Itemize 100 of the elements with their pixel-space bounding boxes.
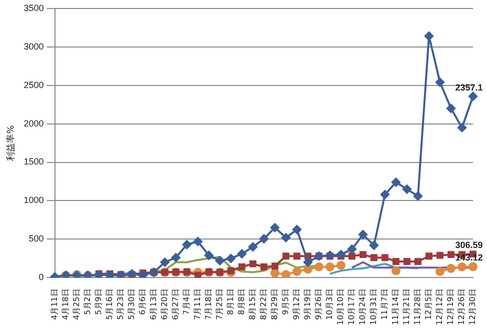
x-tick-label: 9月12日 — [292, 288, 302, 320]
point — [260, 263, 268, 270]
y-tick-label: 3000 — [24, 41, 44, 52]
point — [413, 192, 422, 201]
point — [226, 254, 236, 263]
point — [271, 262, 278, 270]
x-tick-label: 10月31日 — [369, 288, 378, 325]
data-label: 2357.1 — [455, 82, 483, 92]
point — [436, 252, 444, 259]
point — [392, 258, 400, 265]
point — [347, 244, 356, 254]
point — [292, 266, 302, 276]
x-tick-label: 11月28日 — [413, 288, 422, 325]
point — [468, 262, 478, 272]
x-tick-label: 12月19日 — [446, 288, 456, 325]
x-tick-label: 12月30日 — [468, 288, 478, 325]
x-tick-label: 5月9日 — [94, 288, 103, 315]
x-tick-label: 7月4日 — [182, 288, 191, 315]
x-tick-label: 5月23日 — [116, 288, 125, 320]
point — [270, 268, 280, 278]
x-tick-label: 8月29日 — [270, 288, 279, 320]
point — [293, 252, 300, 260]
point — [435, 78, 444, 87]
point — [314, 262, 324, 272]
x-tick-label: 11月21日 — [402, 288, 412, 325]
x-tick-label: 5月2日 — [82, 288, 92, 315]
x-tick-label: 6月20日 — [160, 288, 169, 320]
x-tick-label: 11月14日 — [391, 288, 400, 325]
point — [249, 260, 256, 268]
point — [281, 270, 290, 278]
point — [171, 253, 180, 262]
x-tick-label: 5月16日 — [104, 288, 114, 320]
point — [248, 242, 258, 252]
x-tick-label: 7月11日 — [192, 288, 202, 320]
x-tick-label: 7月25日 — [214, 288, 224, 320]
x-tick-label: 9月19日 — [303, 288, 312, 320]
y-axis-title: 利益率% — [6, 124, 17, 161]
point — [457, 262, 466, 272]
y-tick-label: 3500 — [24, 2, 44, 13]
point — [227, 267, 234, 274]
point — [194, 272, 202, 278]
x-tick-label: 8月15日 — [248, 288, 257, 320]
point — [448, 251, 454, 258]
point — [336, 260, 346, 270]
point — [391, 266, 400, 276]
point — [182, 240, 192, 250]
y-tick-label: 2500 — [24, 80, 44, 90]
x-tick-label: 5月30日 — [126, 288, 136, 320]
point — [370, 254, 378, 262]
point — [336, 250, 346, 260]
x-tick-label: 11月7日 — [380, 288, 390, 320]
x-tick-label: 7月18日 — [204, 288, 213, 320]
data-label: 143.12 — [455, 252, 483, 263]
x-tick-label: 8月8日 — [236, 288, 246, 315]
x-tick-label: 10月17日 — [347, 288, 356, 325]
x-tick-label: 4月18日 — [60, 288, 70, 320]
point — [446, 104, 456, 113]
point — [259, 234, 268, 244]
point — [380, 190, 390, 200]
point — [303, 258, 312, 267]
x-tick-label: 8月22日 — [258, 288, 268, 320]
point — [193, 236, 202, 246]
point — [402, 184, 412, 194]
point — [325, 262, 334, 272]
point — [348, 252, 356, 260]
point — [446, 264, 456, 273]
x-tick-label: 9月5日 — [281, 288, 290, 315]
point — [270, 223, 280, 232]
point — [468, 92, 478, 101]
point — [359, 251, 366, 258]
point — [426, 252, 432, 260]
y-tick-label: 500 — [28, 234, 44, 244]
point — [292, 225, 302, 234]
x-tick-label: 6月27日 — [170, 288, 180, 320]
point — [414, 258, 422, 265]
x-tick-label: 4月11日 — [50, 288, 59, 320]
x-tick-label: 6月13日 — [148, 288, 158, 320]
y-tick-label: 0 — [38, 272, 44, 282]
point — [215, 256, 224, 266]
x-tick-label: 4月25日 — [72, 288, 81, 320]
x-tick-label: 10月10日 — [336, 288, 346, 325]
y-tick-label: 2000 — [24, 118, 44, 128]
point — [457, 123, 466, 132]
point — [381, 254, 388, 262]
point — [424, 32, 434, 41]
point — [435, 266, 444, 276]
point — [282, 252, 290, 260]
point — [358, 230, 368, 240]
y-tick-label: 1000 — [24, 195, 44, 206]
point — [281, 233, 290, 242]
x-tick-label: 10月24日 — [358, 288, 368, 325]
x-tick-label: 9月26日 — [314, 288, 324, 320]
point — [237, 249, 246, 258]
x-tick-label: 8月1日 — [226, 288, 235, 315]
x-tick-label: 12月5日 — [424, 288, 434, 320]
y-tick-label: 1500 — [24, 156, 44, 167]
point — [403, 258, 410, 265]
point — [160, 258, 170, 267]
x-tick-label: 12月12日 — [435, 288, 444, 325]
x-tick-label: 6月6日 — [138, 288, 147, 315]
